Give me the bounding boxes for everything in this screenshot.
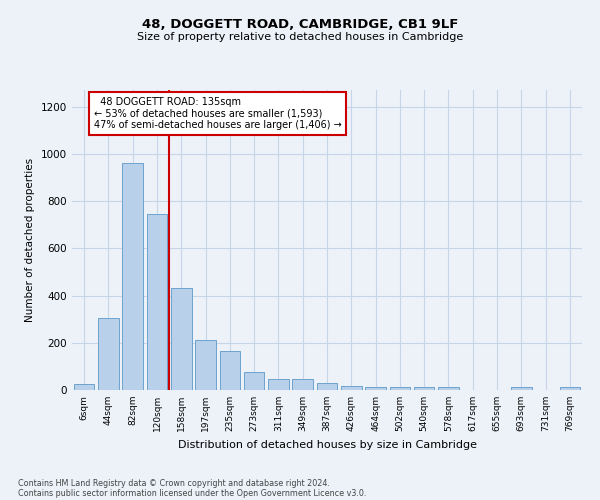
Bar	[74, 384, 94, 390]
Y-axis label: Number of detached properties: Number of detached properties	[25, 158, 35, 322]
Bar	[560, 387, 580, 390]
Bar	[220, 351, 240, 390]
Bar	[171, 288, 191, 390]
Bar	[341, 386, 362, 390]
X-axis label: Distribution of detached houses by size in Cambridge: Distribution of detached houses by size …	[178, 440, 476, 450]
Bar	[317, 383, 337, 390]
Bar	[438, 387, 459, 390]
Bar	[244, 372, 265, 390]
Text: 48 DOGGETT ROAD: 135sqm
← 53% of detached houses are smaller (1,593)
47% of semi: 48 DOGGETT ROAD: 135sqm ← 53% of detache…	[94, 97, 341, 130]
Bar	[195, 340, 216, 390]
Text: Contains HM Land Registry data © Crown copyright and database right 2024.: Contains HM Land Registry data © Crown c…	[18, 478, 330, 488]
Text: 48, DOGGETT ROAD, CAMBRIDGE, CB1 9LF: 48, DOGGETT ROAD, CAMBRIDGE, CB1 9LF	[142, 18, 458, 30]
Bar	[122, 163, 143, 390]
Text: Size of property relative to detached houses in Cambridge: Size of property relative to detached ho…	[137, 32, 463, 42]
Bar	[292, 378, 313, 390]
Bar	[268, 378, 289, 390]
Text: Contains public sector information licensed under the Open Government Licence v3: Contains public sector information licen…	[18, 488, 367, 498]
Bar	[365, 387, 386, 390]
Bar	[98, 318, 119, 390]
Bar	[414, 387, 434, 390]
Bar	[146, 214, 167, 390]
Bar	[511, 387, 532, 390]
Bar	[389, 387, 410, 390]
